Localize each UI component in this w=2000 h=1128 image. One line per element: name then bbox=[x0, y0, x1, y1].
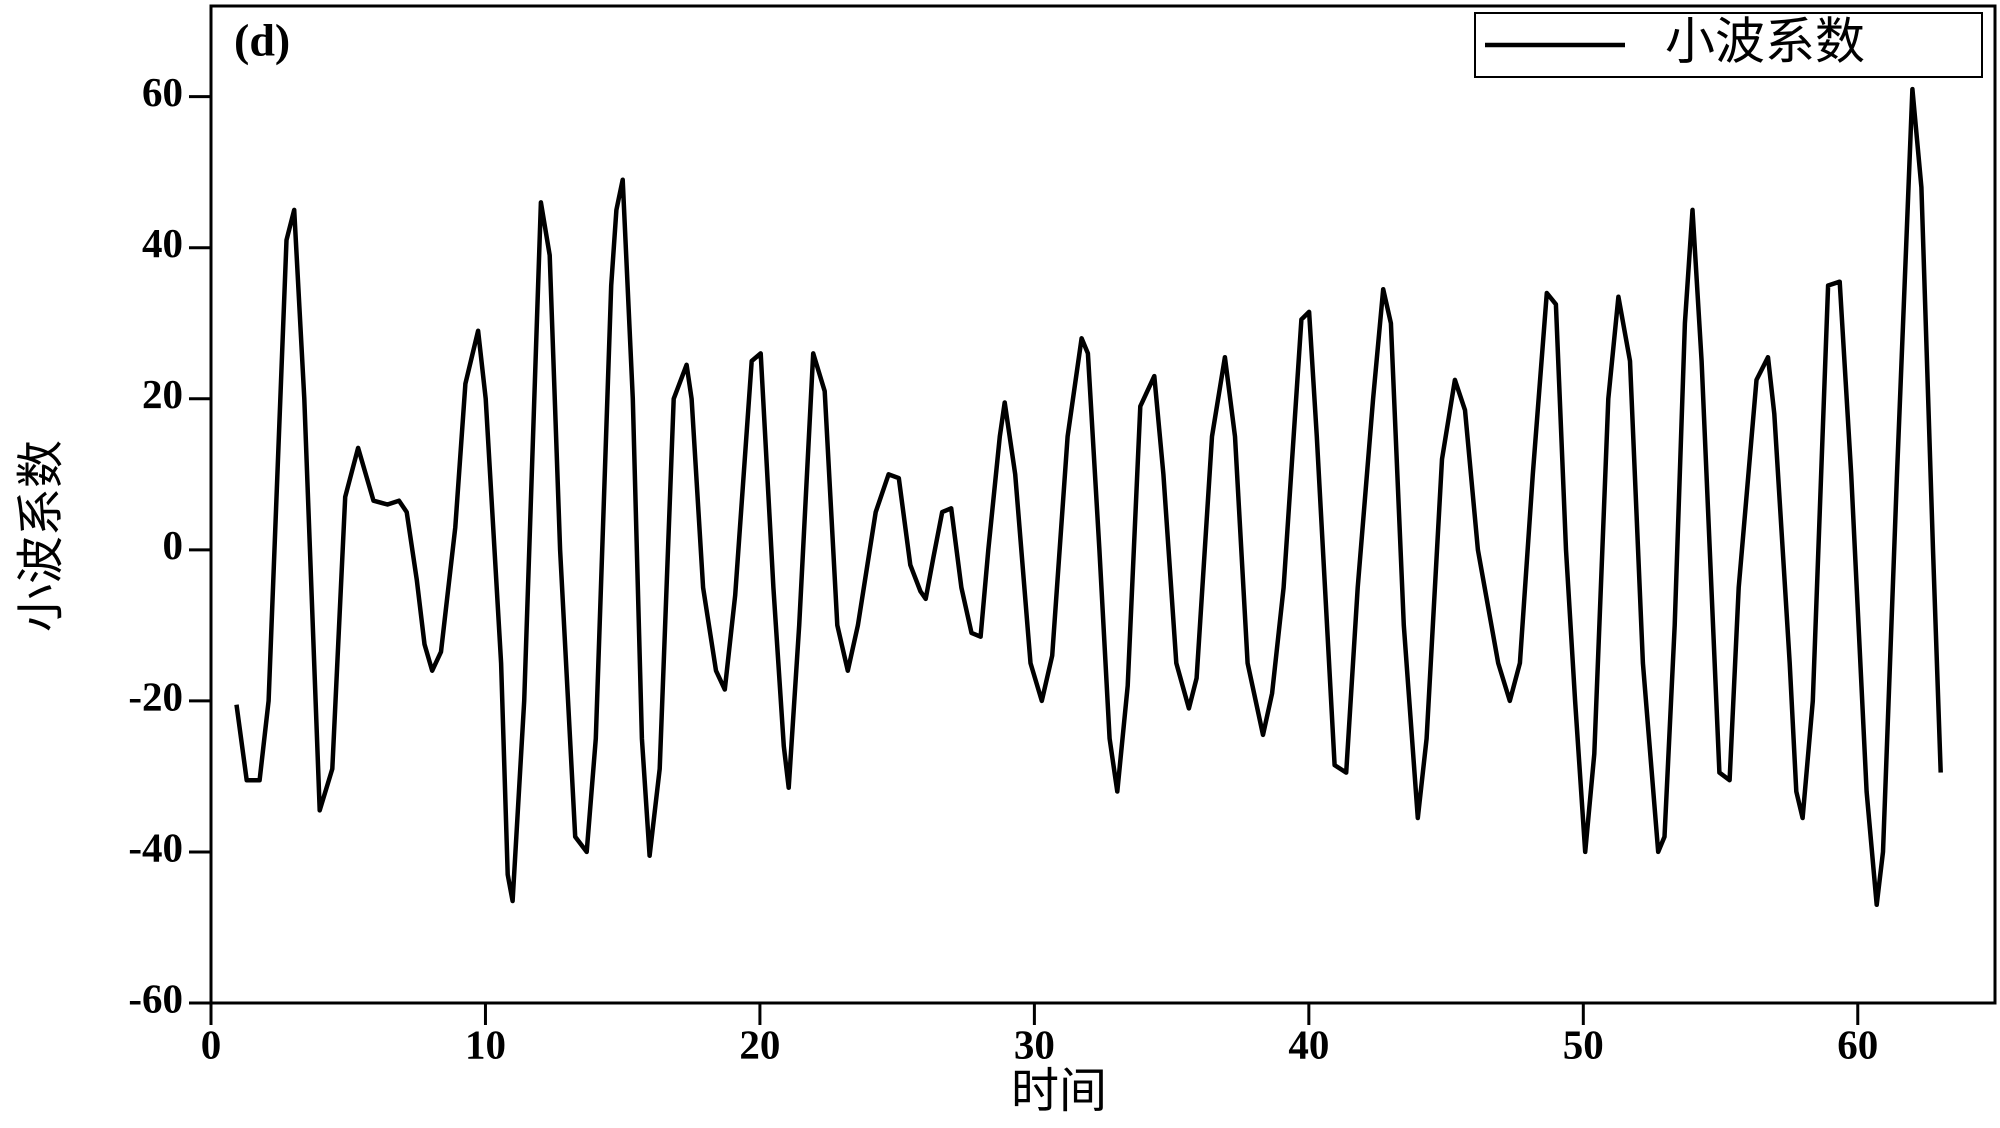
x-tick-label: 50 bbox=[1563, 1021, 1604, 1067]
data-line bbox=[234, 86, 1943, 908]
y-axis-label: 小波系数 bbox=[15, 440, 68, 632]
x-tick-label: 40 bbox=[1288, 1021, 1329, 1067]
y-tick-label: -60 bbox=[128, 975, 183, 1021]
legend-label: 小波系数 bbox=[1665, 13, 1865, 69]
y-tick-label: 60 bbox=[142, 69, 183, 115]
y-tick-label: -20 bbox=[128, 673, 183, 719]
plot-frame bbox=[209, 4, 1997, 1005]
x-tick-label: 20 bbox=[739, 1021, 780, 1067]
y-tick-label: 0 bbox=[163, 522, 184, 568]
y-tick-label: 20 bbox=[142, 371, 183, 417]
x-tick-label: 60 bbox=[1837, 1021, 1878, 1067]
y-tick-label: -40 bbox=[128, 824, 183, 870]
x-tick-label: 30 bbox=[1014, 1021, 1055, 1067]
x-tick-label: 10 bbox=[465, 1021, 506, 1067]
x-tick-label: 0 bbox=[201, 1021, 222, 1067]
panel-label: (d) bbox=[234, 15, 290, 66]
x-axis-label: 时间 bbox=[1011, 1065, 1107, 1118]
y-tick-label: 40 bbox=[142, 220, 183, 266]
